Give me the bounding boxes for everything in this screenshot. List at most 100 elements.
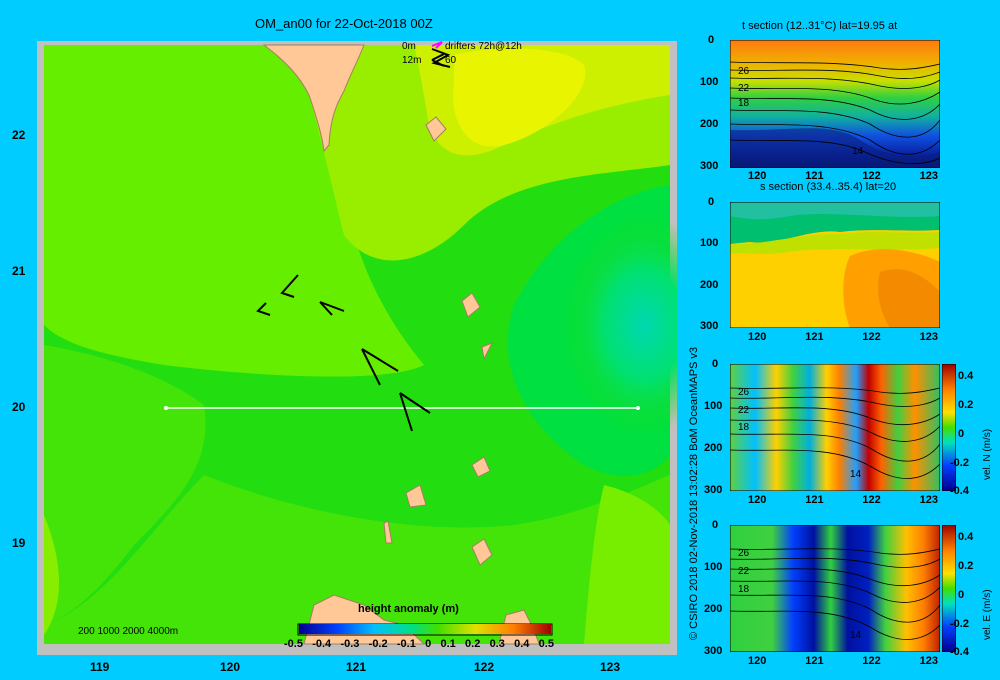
bathy-legend: 200 1000 2000 4000m: [78, 626, 179, 637]
lon-tick: 121: [346, 660, 367, 674]
legend-drifters: drifters 72h@12h: [445, 41, 522, 52]
depth-tick: 200: [700, 279, 719, 291]
vel-tick: -0.4: [950, 646, 969, 658]
lon-tick: 119: [90, 660, 110, 674]
panel-lon-ticks: 120 121 122 123: [748, 655, 938, 667]
colorbar-tick: 0: [425, 638, 432, 650]
t-section-title: t section (12..31°C) lat=19.95 at: [742, 20, 898, 32]
lon-tick: 120: [748, 331, 767, 343]
lon-tick: 121: [805, 494, 824, 506]
drifter-tracks: [256, 48, 451, 432]
lat-tick: 22: [12, 128, 26, 142]
lon-tick: 122: [474, 660, 495, 674]
legend-drifters-sub: 60: [445, 55, 457, 66]
contour-label: 18: [738, 422, 750, 433]
s-section-title: s section (33.4..35.4) lat=20: [760, 181, 897, 193]
vel-e-plot: [730, 525, 940, 652]
contour-label: 22: [738, 405, 750, 416]
contour-label: 22: [738, 566, 750, 577]
contour-label: 14: [852, 146, 864, 157]
main-title: OM_an00 for 22-Oct-2018 00Z: [255, 16, 433, 31]
lon-tick: 123: [919, 655, 938, 667]
depth-tick: 100: [704, 561, 723, 573]
field-min: [564, 215, 677, 435]
island-d: [405, 484, 427, 508]
colorbar-gradient: [299, 624, 551, 634]
contour-label: 22: [738, 83, 750, 94]
legend-12m: 12m: [402, 55, 422, 66]
colorbar-tick: 0.5: [538, 638, 554, 650]
field-max: [453, 48, 586, 147]
depth-tick: 300: [704, 645, 723, 657]
depth-tick: 200: [704, 603, 723, 615]
panel-lon-ticks: 120 121 122 123: [748, 331, 938, 343]
lon-tick: 123: [919, 494, 938, 506]
depth-tick: 0: [708, 34, 715, 46]
depth-tick: 0: [712, 519, 719, 531]
depth-tick: 0: [708, 196, 715, 208]
vel-tick: 0.2: [958, 560, 974, 572]
field-band-f: [44, 475, 670, 644]
colorbar-tick: 0.2: [465, 638, 481, 650]
vel-tick: 0.2: [958, 399, 974, 411]
contour-label: 26: [738, 387, 750, 398]
vel-tick: 0: [958, 428, 965, 440]
lon-tick: 123: [919, 170, 938, 182]
depth-tick: 100: [704, 400, 723, 412]
lon-tick: 121: [805, 655, 824, 667]
depth-tick: 300: [700, 160, 719, 172]
credit-text: © CSIRO 2018 02-Nov-2018 13:02:28 BoM Oc…: [688, 346, 700, 640]
colorbar-title: height anomaly (m): [358, 603, 459, 615]
colorbar-tick: -0.4: [312, 638, 332, 650]
colorbar-tick: -0.3: [340, 638, 360, 650]
field-band-b: [44, 345, 206, 625]
colorbar-ticks: -0.5 -0.4 -0.3 -0.2 -0.1 0 0.1 0.2 0.3 0…: [284, 638, 554, 650]
lon-tick: 121: [805, 331, 824, 343]
depth-tick: 300: [700, 320, 719, 332]
lat-tick: 19: [12, 536, 26, 550]
contour-label: 18: [738, 98, 750, 109]
lon-tick: 120: [748, 655, 767, 667]
depth-tick: 100: [700, 76, 719, 88]
vel-n-label: vel. N (m/s): [982, 428, 993, 480]
contour-label: 26: [738, 548, 750, 559]
depth-tick: 200: [704, 442, 723, 454]
lon-tick: 122: [862, 655, 881, 667]
vel-tick: -0.2: [950, 618, 969, 630]
vel-tick: 0.4: [958, 531, 974, 543]
contour-label: 14: [850, 630, 862, 641]
colorbar-tick: -0.2: [368, 638, 388, 650]
s-section-plot: [730, 202, 940, 328]
depth-tick: 200: [700, 118, 719, 130]
t-section-plot: [730, 40, 940, 168]
colorbar-tick: -0.5: [284, 638, 303, 650]
lat-tick: 20: [12, 400, 26, 414]
lon-tick: 122: [862, 170, 881, 182]
lon-tick: 120: [220, 660, 241, 674]
colorbar-tick: 0.1: [440, 638, 456, 650]
contour-label: 14: [850, 469, 862, 480]
land-taiwan: [262, 44, 365, 153]
island-b: [461, 292, 481, 318]
depth-tick: 100: [700, 237, 719, 249]
vel-tick: -0.2: [950, 457, 969, 469]
island-c: [471, 456, 491, 478]
lon-tick: 122: [862, 494, 881, 506]
vel-tick: 0.4: [958, 370, 974, 382]
island-e: [471, 538, 493, 566]
sea-level-map: [37, 41, 677, 655]
vel-e-label: vel. E (m/s): [982, 589, 993, 640]
colorbar-tick: 0.3: [489, 638, 505, 650]
lon-tick: 123: [919, 331, 938, 343]
colorbar-tick: -0.1: [396, 638, 416, 650]
island-a: [425, 116, 447, 142]
contour-label: 18: [738, 584, 750, 595]
vel-tick: -0.4: [950, 485, 969, 497]
lon-tick: 120: [748, 494, 767, 506]
legend-arrows-icon: [431, 41, 445, 67]
lon-tick: 123: [600, 660, 621, 674]
vel-n-colorbar: [942, 364, 956, 491]
vel-tick: 0: [958, 589, 965, 601]
lon-tick: 121: [805, 170, 824, 182]
panel-lon-ticks: 120 121 122 123: [748, 494, 938, 506]
